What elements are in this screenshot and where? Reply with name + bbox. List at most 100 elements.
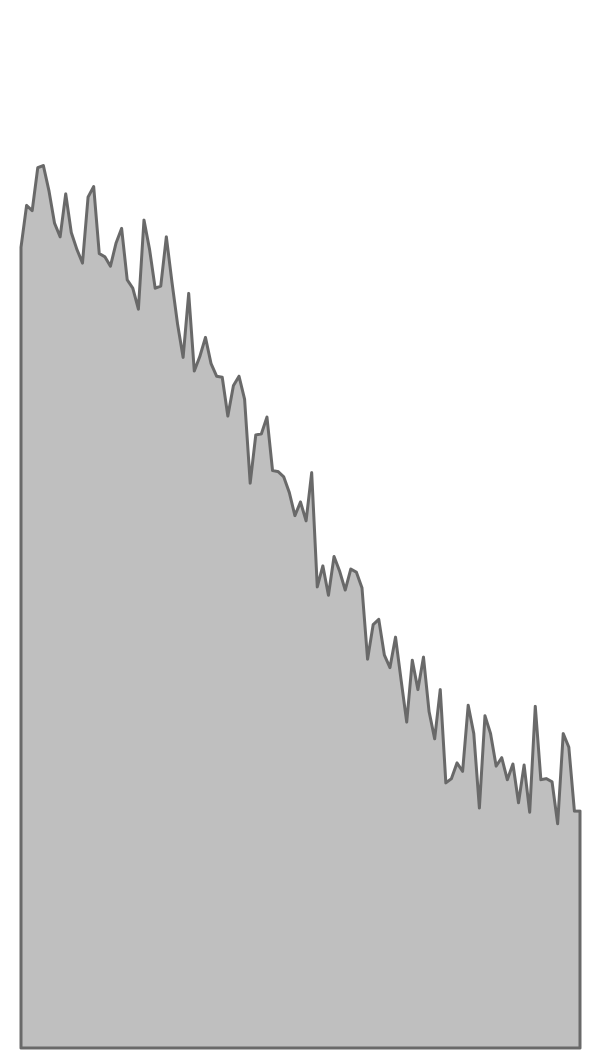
data-point <box>371 623 375 626</box>
data-point <box>578 809 582 813</box>
data-point <box>187 292 190 295</box>
data-point <box>338 569 341 573</box>
data-point <box>293 514 297 517</box>
data-point <box>137 307 140 311</box>
data-point <box>120 227 123 230</box>
data-point <box>215 375 218 378</box>
data-point <box>126 278 129 282</box>
data-point <box>450 777 453 780</box>
data-point <box>461 770 464 773</box>
data-point <box>304 519 308 523</box>
data-point <box>349 567 353 571</box>
data-point <box>159 284 162 288</box>
data-point <box>478 806 481 810</box>
data-point <box>193 369 196 373</box>
data-point <box>254 433 257 437</box>
data-point <box>439 688 442 691</box>
data-point <box>237 375 241 378</box>
data-point <box>30 209 34 212</box>
data-point <box>53 222 56 225</box>
data-point <box>153 287 157 290</box>
data-point <box>377 618 380 621</box>
data-point <box>98 252 101 255</box>
data-point <box>248 481 252 485</box>
data-point <box>444 781 448 785</box>
data-point <box>271 469 274 472</box>
data-point <box>70 231 73 234</box>
data-point <box>355 571 358 574</box>
data-point <box>81 261 84 265</box>
data-point <box>170 280 174 284</box>
data-point <box>92 185 95 188</box>
data-point <box>109 264 112 268</box>
data-point <box>316 585 319 589</box>
data-point <box>467 704 470 707</box>
data-point <box>494 764 498 768</box>
data-point <box>321 564 325 568</box>
data-point <box>545 777 548 780</box>
data-point <box>483 714 487 717</box>
data-point <box>411 659 414 662</box>
data-point <box>455 761 459 765</box>
data-point <box>165 235 168 239</box>
area-layer <box>19 164 582 1050</box>
data-point <box>142 218 146 222</box>
data-point <box>232 384 235 387</box>
data-point <box>204 336 207 339</box>
data-point <box>221 376 224 379</box>
data-point <box>506 778 509 781</box>
data-point <box>209 362 213 365</box>
data-point <box>176 322 179 326</box>
data-point <box>276 470 280 473</box>
data-point <box>416 688 420 691</box>
data-point <box>344 588 347 592</box>
data-point <box>405 720 408 724</box>
data-point <box>198 355 202 358</box>
data-point <box>422 655 425 659</box>
data-point <box>472 732 475 735</box>
data-point <box>383 653 386 657</box>
data-point <box>86 195 90 199</box>
data-point <box>517 801 520 804</box>
data-point <box>522 763 526 767</box>
data-point <box>265 415 269 419</box>
data-point <box>394 635 397 639</box>
data-point <box>511 762 515 766</box>
data-point <box>528 811 531 814</box>
data-point <box>36 166 39 169</box>
data-point <box>489 732 492 735</box>
data-point <box>148 248 151 251</box>
data-point <box>288 491 291 494</box>
data-point <box>131 287 134 290</box>
data-point <box>433 737 436 741</box>
data-point <box>556 822 559 825</box>
data-point <box>114 241 118 245</box>
data-point <box>75 248 79 251</box>
data-point <box>399 678 403 682</box>
data-point <box>103 255 107 258</box>
data-point <box>58 235 62 239</box>
area-series <box>19 164 582 1050</box>
data-point <box>64 192 67 196</box>
data-point <box>299 500 302 504</box>
data-point <box>47 189 51 192</box>
data-point <box>388 666 392 669</box>
data-point <box>181 356 185 359</box>
data-point <box>226 414 230 418</box>
data-point <box>534 705 537 708</box>
data-point <box>332 555 336 558</box>
data-point <box>427 710 431 713</box>
data-point <box>42 164 45 167</box>
data-point <box>243 398 246 401</box>
data-point <box>19 246 23 249</box>
data-point <box>360 586 364 590</box>
data-point <box>562 732 565 735</box>
data-point <box>282 475 285 479</box>
data-point <box>310 471 313 474</box>
data-point <box>550 780 554 784</box>
data-point <box>567 746 571 749</box>
data-point <box>25 204 28 207</box>
data-point <box>366 657 369 661</box>
data-point <box>539 778 543 781</box>
